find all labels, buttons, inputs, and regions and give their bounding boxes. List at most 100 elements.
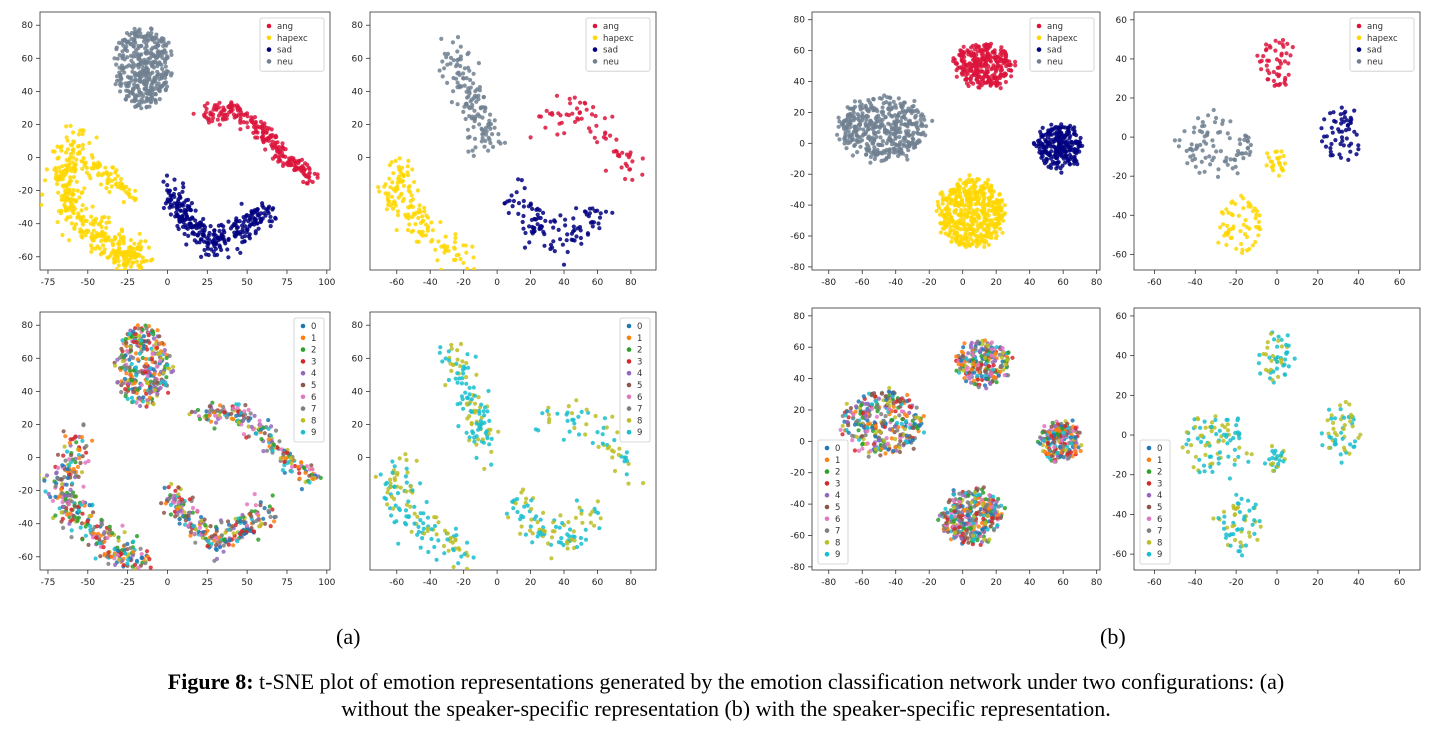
data-point: [78, 502, 84, 507]
data-point: [149, 99, 154, 104]
data-point: [235, 219, 240, 224]
data-point: [151, 402, 156, 407]
data-point: [1067, 162, 1073, 167]
data-point: [617, 154, 622, 159]
data-point: [139, 382, 144, 388]
data-point: [1057, 129, 1062, 134]
data-point: [923, 133, 928, 138]
data-point: [617, 446, 622, 451]
data-point: [1333, 138, 1338, 143]
data-point: [223, 241, 228, 246]
data-point: [1352, 108, 1357, 113]
data-point: [878, 135, 883, 140]
data-point: [543, 218, 548, 223]
data-point: [520, 219, 525, 225]
data-point: [1279, 53, 1284, 58]
data-point: [1220, 211, 1225, 216]
data-point: [71, 188, 76, 193]
data-point: [268, 433, 273, 438]
data-point: [1211, 143, 1216, 149]
data-point: [214, 543, 219, 548]
data-point: [123, 387, 128, 392]
data-point: [1229, 200, 1234, 205]
data-point: [469, 97, 474, 102]
x-tick-label: 20: [1312, 278, 1324, 288]
data-point: [177, 521, 182, 526]
data-point: [127, 331, 132, 337]
data-point: [1190, 148, 1195, 153]
data-point: [1341, 119, 1346, 124]
data-point: [464, 76, 469, 81]
x-tick-label: 75: [281, 278, 292, 288]
data-point: [86, 459, 91, 464]
data-point: [480, 437, 485, 442]
data-point: [174, 210, 179, 215]
data-point: [240, 235, 245, 240]
data-point: [593, 209, 598, 214]
data-point: [901, 143, 906, 148]
data-point: [231, 406, 236, 411]
data-point: [167, 188, 172, 193]
data-point: [153, 76, 158, 81]
data-point: [250, 212, 255, 217]
data-point: [292, 167, 297, 172]
data-point: [959, 65, 964, 70]
data-point: [880, 105, 885, 110]
data-point: [283, 154, 288, 159]
data-point: [1218, 149, 1223, 154]
data-point: [127, 569, 129, 570]
data-point: [866, 98, 871, 103]
data-point: [466, 365, 471, 370]
data-point: [487, 418, 492, 423]
data-point: [454, 361, 459, 366]
data-point: [486, 122, 491, 127]
data-point: [438, 220, 443, 225]
data-point: [112, 547, 117, 552]
data-point: [978, 188, 983, 193]
legend-marker: [266, 59, 272, 64]
legend-marker: [1356, 23, 1362, 29]
data-point: [532, 225, 537, 231]
data-point: [159, 501, 164, 506]
data-point: [231, 543, 236, 548]
data-point: [1037, 147, 1042, 152]
data-point: [984, 69, 989, 74]
data-point: [158, 385, 163, 390]
data-point: [249, 424, 254, 429]
data-point: [1248, 149, 1253, 154]
data-point: [571, 224, 576, 229]
data-point: [90, 530, 95, 536]
data-point: [569, 411, 575, 416]
data-point: [1172, 138, 1177, 143]
data-point: [266, 437, 271, 442]
data-point: [455, 357, 460, 362]
data-point: [131, 399, 136, 404]
data-point: [155, 50, 160, 55]
data-point: [270, 493, 275, 498]
data-point: [1283, 82, 1288, 87]
data-point: [489, 436, 494, 441]
data-point: [1265, 58, 1270, 63]
data-point: [998, 86, 1003, 91]
data-point: [268, 224, 273, 229]
data-point: [275, 149, 280, 154]
data-point: [1283, 75, 1288, 81]
data-point: [207, 413, 212, 418]
data-point: [64, 135, 69, 140]
data-point: [59, 482, 65, 487]
data-point: [95, 173, 101, 178]
data-point: [453, 235, 458, 241]
data-point: [112, 254, 118, 259]
data-point: [125, 561, 130, 566]
data-point: [1236, 213, 1241, 218]
data-point: [1198, 142, 1203, 147]
data-point: [216, 413, 222, 418]
data-point: [1261, 54, 1266, 59]
data-point: [172, 177, 177, 182]
data-point: [1243, 133, 1248, 138]
data-point: [257, 418, 262, 423]
data-point: [492, 125, 497, 130]
y-tick-label: 80: [22, 321, 34, 331]
data-point: [65, 187, 70, 192]
data-point: [217, 228, 222, 234]
